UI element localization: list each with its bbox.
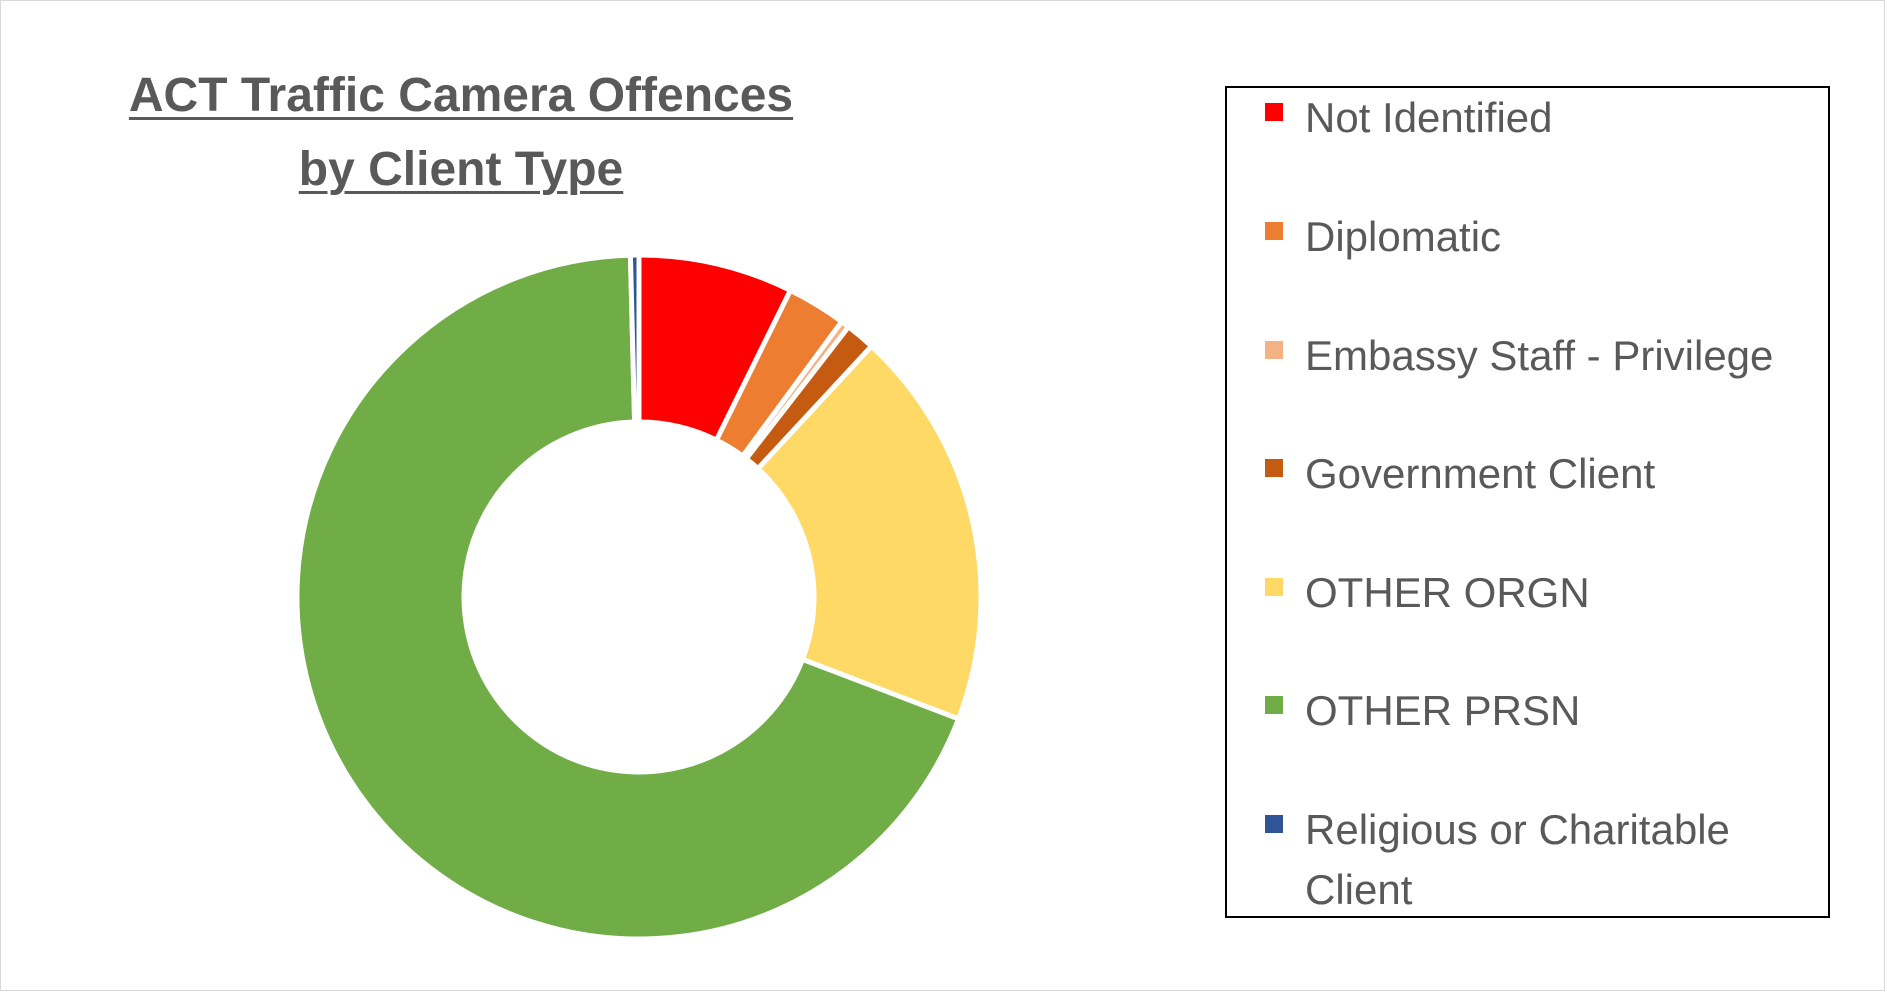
legend-item-other-orgn: OTHER ORGN — [1265, 563, 1805, 623]
legend-item-government-client: Government Client — [1265, 444, 1805, 504]
legend-label: OTHER PRSN — [1305, 687, 1581, 734]
donut-slice-religious-or-charitable-client — [627, 252, 642, 425]
legend-label: Government Client — [1305, 450, 1656, 497]
donut-slice-other-orgn — [755, 343, 984, 722]
legend-label: Embassy Staff - Privilege — [1305, 332, 1774, 379]
legend-swatch — [1265, 578, 1283, 596]
legend-swatch — [1265, 696, 1283, 714]
legend-item-other-prsn: OTHER PRSN — [1265, 681, 1805, 741]
chart-legend: Not Identified Diplomatic Embassy Staff … — [1225, 86, 1830, 918]
legend-item-embassy-staff: Embassy Staff - Privilege — [1265, 326, 1805, 386]
legend-swatch — [1265, 103, 1283, 121]
legend-label: Religious or Charitable Client — [1305, 806, 1730, 913]
legend-swatch — [1265, 341, 1283, 359]
chart-title-line-1: ACT Traffic Camera Offences — [128, 69, 794, 122]
chart-title-line-2: by Client Type — [298, 143, 624, 196]
legend-label: Not Identified — [1305, 94, 1553, 141]
legend-label: Diplomatic — [1305, 213, 1502, 260]
legend-item-not-identified: Not Identified — [1265, 88, 1805, 148]
legend-swatch — [1265, 815, 1283, 833]
donut-slice-other-prsn — [294, 252, 962, 942]
legend-swatch — [1265, 222, 1283, 240]
chart-title: ACT Traffic Camera Offences by Client Ty… — [61, 59, 861, 207]
legend-item-diplomatic: Diplomatic — [1265, 207, 1805, 267]
legend-label: OTHER ORGN — [1305, 569, 1590, 616]
legend-item-religious-charitable: Religious or Charitable Client — [1265, 800, 1805, 920]
legend-swatch — [1265, 459, 1283, 477]
